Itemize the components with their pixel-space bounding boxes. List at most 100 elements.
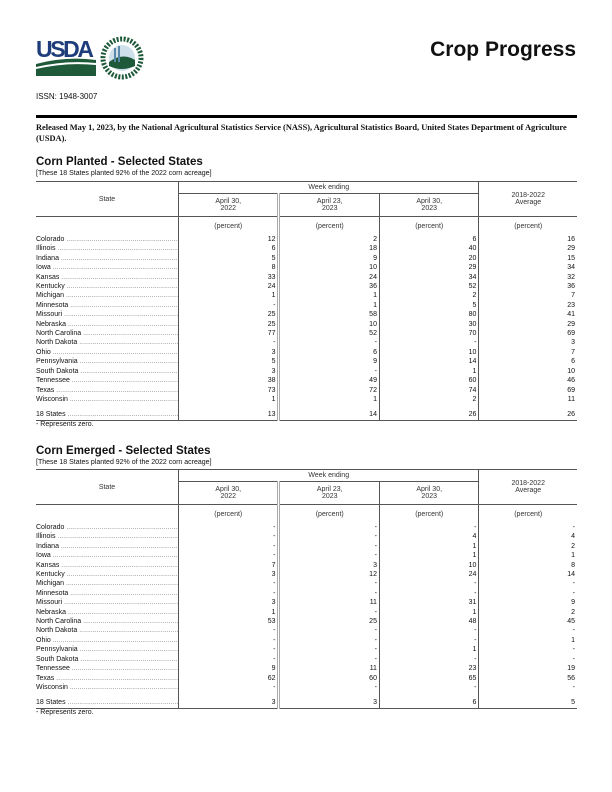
table-row: Michigan ...............................…: [36, 579, 577, 589]
cell-value: 74: [378, 385, 479, 395]
cell-value: 3: [177, 366, 279, 377]
cell-value: -: [177, 541, 279, 552]
table-row: Iowa ...................................…: [36, 263, 577, 273]
cell-value: 1: [478, 635, 577, 646]
cell-value: 5: [177, 357, 279, 367]
cell-value: 69: [478, 385, 577, 395]
state-name: Minnesota: [36, 589, 69, 597]
col-header-week: April 23, 2023: [277, 193, 380, 217]
state-name: Wisconsin: [36, 683, 68, 691]
table-row: North Carolina .........................…: [36, 329, 577, 339]
cell-value: 53: [177, 617, 279, 627]
unit-label: (percent): [277, 216, 380, 235]
cell-value: 3: [478, 338, 577, 348]
cell-value: -: [277, 338, 380, 348]
cell-value: -: [177, 551, 279, 561]
cell-value: 25: [277, 617, 380, 627]
col-header-week: April 30, 2022: [177, 193, 279, 217]
table-row: Indiana ................................…: [36, 541, 577, 552]
cell-value: 20: [378, 253, 479, 264]
state-name: North Carolina: [36, 618, 82, 626]
cell-value: 1: [378, 607, 479, 618]
cell-value: 19: [478, 664, 577, 674]
cell-value: 6: [478, 357, 577, 367]
report-title: Crop Progress: [430, 38, 576, 61]
cell-value: 73: [177, 385, 279, 395]
state-name: Illinois: [36, 245, 56, 253]
cell-value: -: [177, 532, 279, 542]
table-row: Tennessee ..............................…: [36, 376, 577, 386]
cell-value: 3: [177, 347, 279, 358]
cell-value: -: [177, 338, 279, 348]
cell-value: -: [378, 682, 479, 693]
cell-value: 6: [378, 698, 479, 709]
cell-value: -: [277, 607, 380, 618]
col-group-week-ending: Week ending: [177, 469, 479, 482]
cell-value: 25: [177, 319, 279, 330]
table-row: Illinois ...............................…: [36, 532, 577, 542]
cell-value: 1: [378, 645, 479, 655]
cell-value: 16: [478, 235, 577, 245]
cell-value: 15: [478, 253, 577, 264]
cell-value: 48: [378, 617, 479, 627]
cell-value: 10: [277, 319, 380, 330]
cell-value: 32: [478, 272, 577, 283]
state-name: Kentucky: [36, 571, 65, 579]
cell-value: -: [177, 588, 279, 599]
cell-value: 4: [378, 532, 479, 542]
cell-value: 14: [478, 570, 577, 580]
cell-value: 23: [378, 664, 479, 674]
cell-value: 2: [478, 607, 577, 618]
cell-value: 1: [277, 300, 380, 311]
cell-value: -: [177, 523, 279, 533]
cell-value: -: [478, 588, 577, 599]
state-name: Minnesota: [36, 301, 69, 309]
cell-value: -: [478, 645, 577, 655]
cell-value: 24: [277, 272, 380, 283]
state-name: Tennessee: [36, 377, 70, 385]
cell-value: 8: [478, 560, 577, 571]
cell-value: 9: [277, 357, 380, 367]
cell-value: 25: [177, 310, 279, 320]
cell-value: 31: [378, 598, 479, 608]
cell-value: -: [177, 635, 279, 646]
table-row: Michigan ...............................…: [36, 291, 577, 301]
corn-planted-table: State Week ending 2018-2022 Average April 3…: [36, 181, 577, 421]
usda-logo: USDA: [36, 36, 96, 83]
cell-value: 46: [478, 376, 577, 386]
cell-value: -: [378, 654, 479, 665]
state-name: Iowa: [36, 552, 51, 560]
cell-value: -: [277, 366, 380, 377]
cell-value: 5: [378, 300, 479, 311]
cell-value: 40: [378, 244, 479, 254]
table-row: Ohio ...................................…: [36, 347, 577, 358]
state-name: North Dakota: [36, 627, 78, 635]
table-row: Illinois ...............................…: [36, 244, 577, 254]
cell-value: 49: [277, 376, 380, 386]
state-name: Nebraska: [36, 608, 66, 616]
col-header-week: April 23, 2023: [277, 481, 380, 505]
state-name: South Dakota: [36, 655, 79, 663]
table-row: Nebraska ...............................…: [36, 607, 577, 618]
cell-value: 11: [277, 664, 380, 674]
cell-value: 2: [378, 394, 479, 405]
state-name: Iowa: [36, 264, 51, 272]
cell-value: -: [378, 579, 479, 589]
cell-value: 6: [378, 235, 479, 245]
cell-value: 1: [177, 607, 279, 618]
table-row: Kentucky ...............................…: [36, 570, 577, 580]
table-row: Ohio ...................................…: [36, 635, 577, 646]
cell-value: 3: [277, 560, 380, 571]
unit-label: (percent): [177, 216, 279, 235]
cell-value: -: [277, 541, 380, 552]
cell-value: 4: [478, 532, 577, 542]
cell-value: -: [378, 338, 479, 348]
table-row: Minnesota ..............................…: [36, 300, 577, 311]
cell-value: -: [177, 300, 279, 311]
cell-value: 10: [478, 366, 577, 377]
cell-value: 7: [478, 347, 577, 358]
table-row: North Dakota ...........................…: [36, 338, 577, 348]
state-name: Michigan: [36, 292, 65, 300]
cell-value: 33: [177, 272, 279, 283]
